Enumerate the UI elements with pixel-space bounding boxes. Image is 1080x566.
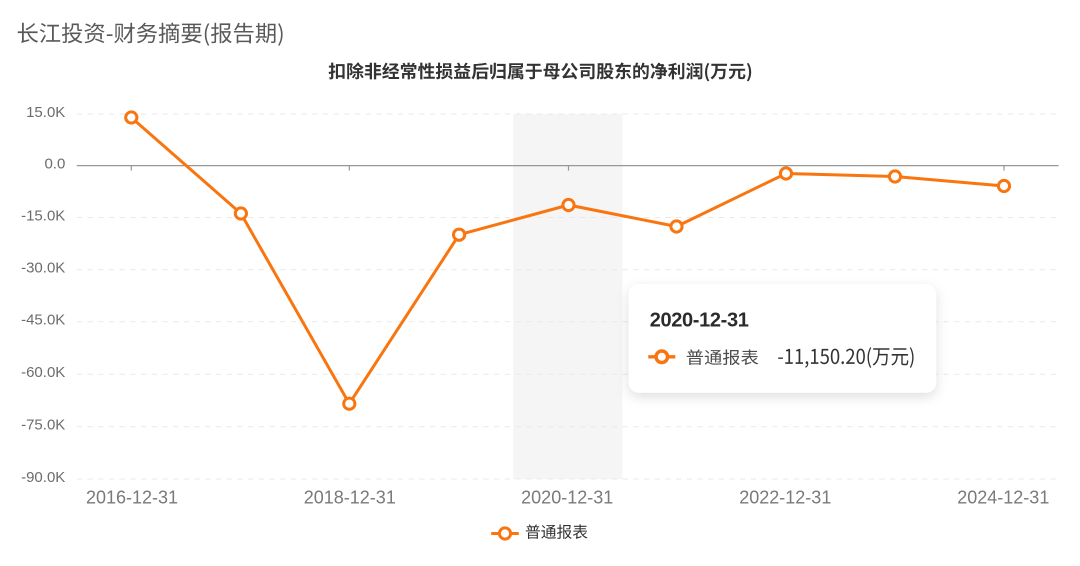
svg-text:2020-12-31: 2020-12-31 [650, 309, 749, 331]
svg-text:2020-12-31: 2020-12-31 [521, 487, 613, 507]
svg-text:-15.0K: -15.0K [21, 207, 65, 224]
svg-text:15.0K: 15.0K [26, 104, 65, 121]
svg-text:2016-12-31: 2016-12-31 [86, 487, 178, 507]
svg-text:-90.0K: -90.0K [21, 469, 65, 486]
svg-text:2022-12-31: 2022-12-31 [739, 487, 831, 507]
svg-text:-45.0K: -45.0K [21, 312, 65, 329]
svg-text:2024-12-31: 2024-12-31 [957, 487, 1049, 507]
svg-text:-75.0K: -75.0K [21, 417, 65, 434]
svg-text:-30.0K: -30.0K [21, 260, 65, 277]
svg-text:-60.0K: -60.0K [21, 364, 65, 381]
svg-text:0.0: 0.0 [44, 155, 65, 172]
svg-text:2018-12-31: 2018-12-31 [304, 487, 396, 507]
